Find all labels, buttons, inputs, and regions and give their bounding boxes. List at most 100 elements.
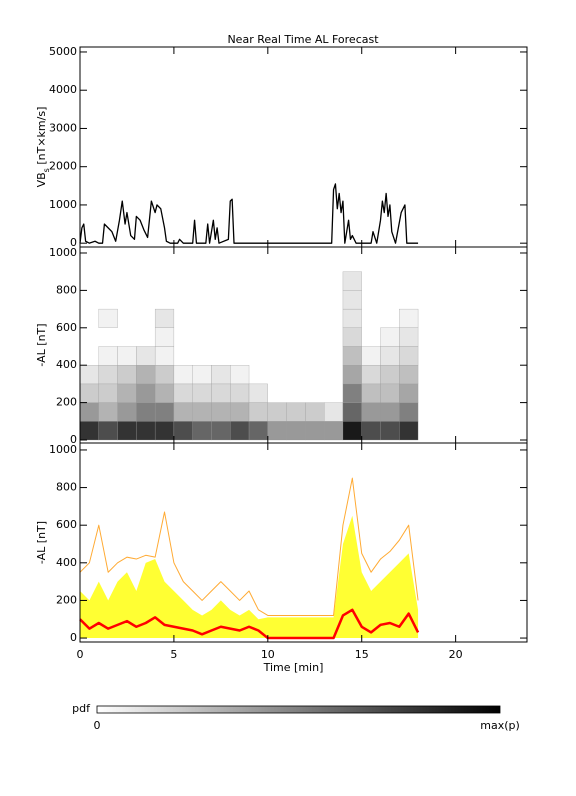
heat-cell	[173, 421, 193, 441]
heat-cell	[230, 402, 250, 422]
heat-cell	[211, 421, 231, 441]
panel: 0 200 400 600 800 1000 0 5 10 15 20 Time [min] -AL […	[35, 442, 528, 674]
heat-cell	[342, 327, 362, 347]
heat-cell	[380, 402, 400, 422]
heat-cell	[136, 383, 156, 403]
x-tick-label: 20	[449, 648, 463, 661]
heat-cell	[117, 346, 137, 366]
heat-cell	[361, 402, 381, 422]
heat-cell	[380, 421, 400, 441]
heat-cell	[361, 365, 381, 385]
x-tick-label: 5	[170, 648, 177, 661]
heat-cell	[211, 383, 231, 403]
heat-cell	[98, 402, 118, 422]
x-tick-label: 10	[261, 648, 275, 661]
heat-cell	[305, 402, 325, 422]
y-axis-label: VBs [nT×km/s]	[35, 107, 51, 188]
line	[79, 477, 419, 616]
heat-cell	[324, 421, 344, 441]
heat-cell	[248, 383, 268, 403]
heat-cell	[380, 383, 400, 403]
heat-cell	[154, 308, 175, 328]
heat-cell	[173, 383, 193, 403]
heat-cell	[399, 346, 419, 366]
y-tick-label: 0	[70, 433, 77, 446]
y-axis-label: -AL [nT]	[35, 323, 48, 366]
y-tick-label: 0	[70, 236, 77, 249]
heat-cell	[380, 327, 400, 347]
line	[79, 608, 420, 640]
heat-cell	[361, 421, 381, 441]
y-axis-label-part: s	[42, 168, 51, 172]
heat-cell	[342, 346, 362, 366]
heat-cell	[286, 402, 306, 422]
heat-cell	[361, 346, 381, 366]
heat-cell	[79, 365, 99, 385]
heat-cell	[98, 421, 118, 441]
area	[80, 515, 419, 639]
heat-cell	[154, 327, 175, 347]
x-axis-label: Time [min]	[263, 661, 324, 674]
colorbar-max: max(p)	[480, 719, 520, 732]
colorbar-min: 0	[94, 719, 101, 732]
heat-cell	[192, 365, 212, 385]
heat-cell	[136, 365, 156, 385]
heat-cell	[342, 402, 362, 422]
heat-cell	[267, 402, 287, 422]
heat-cell	[324, 402, 344, 422]
heat-cell	[154, 421, 175, 441]
y-tick-label: 3000	[49, 121, 77, 134]
heat-cell	[399, 402, 419, 422]
heat-cell	[192, 421, 212, 441]
heat-cell	[248, 421, 268, 441]
heat-cell	[399, 383, 419, 403]
heat-cell	[399, 308, 419, 328]
heat-cell	[342, 271, 362, 291]
y-axis-label-part: -AL [nT]	[35, 521, 48, 564]
y-axis-label-part: -AL [nT]	[35, 323, 48, 366]
heat-cell	[230, 383, 250, 403]
heat-cell	[342, 365, 362, 385]
y-tick-label: 1000	[49, 198, 77, 211]
y-tick-label: 1000	[49, 246, 77, 259]
y-tick-label: 5000	[49, 45, 77, 58]
x-tick-label: 0	[77, 648, 84, 661]
heat-cell	[211, 402, 231, 422]
y-tick-label: 800	[56, 283, 77, 296]
heat-cell	[98, 383, 118, 403]
y-tick-label: 0	[70, 631, 77, 644]
y-tick-label: 2000	[49, 160, 77, 173]
colorbar-label: pdf	[72, 702, 91, 715]
x-tick-label: 15	[355, 648, 369, 661]
y-tick-label: 400	[56, 358, 77, 371]
heat-cell	[380, 365, 400, 385]
heat-cell	[98, 346, 118, 366]
heat-cell	[117, 421, 137, 441]
heat-cell	[380, 346, 400, 366]
heat-cell	[230, 421, 250, 441]
line	[79, 183, 419, 244]
heat-cell	[192, 383, 212, 403]
colorbar	[96, 705, 501, 714]
y-tick-label: 600	[56, 518, 77, 531]
y-axis-label-part: VB	[35, 172, 48, 187]
plot-frame	[79, 442, 528, 643]
y-tick-label: 200	[56, 396, 77, 409]
panel: 0 200 400 600 800 1000 -AL [nT]	[35, 246, 528, 446]
heat-cell	[211, 365, 231, 385]
heat-cell	[305, 421, 325, 441]
y-tick-label: 4000	[49, 83, 77, 96]
heat-cell	[117, 383, 137, 403]
heat-cell	[173, 365, 193, 385]
y-tick-label: 1000	[49, 443, 77, 456]
y-tick-label: 800	[56, 481, 77, 494]
chart-title: Near Real Time AL Forecast	[227, 33, 379, 46]
heat-cell	[117, 365, 137, 385]
heat-cell	[230, 365, 250, 385]
y-axis-label-part: [nT×km/s]	[35, 107, 48, 169]
heat-cell	[399, 365, 419, 385]
heat-cell	[79, 402, 99, 422]
heat-cell	[136, 346, 156, 366]
heat-cell	[79, 421, 99, 441]
